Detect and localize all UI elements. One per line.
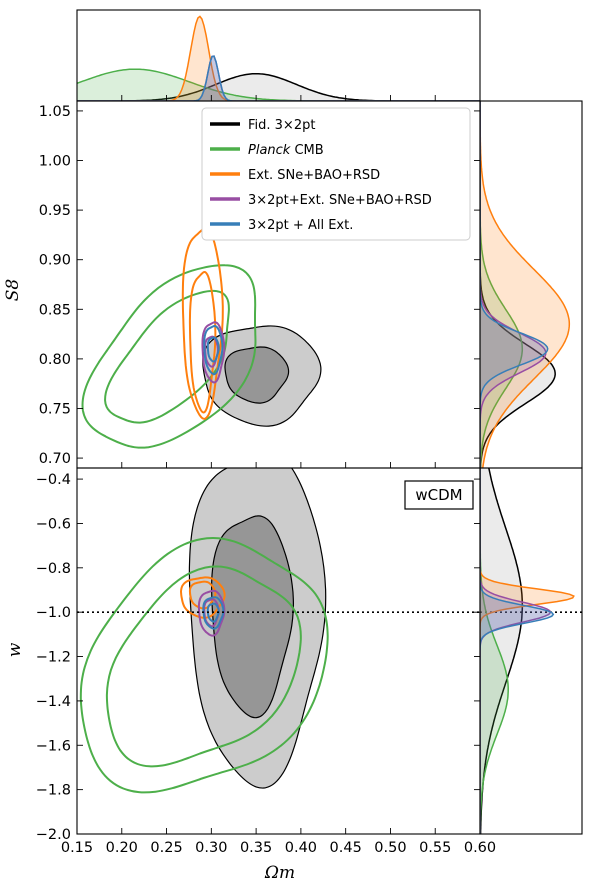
legend: Fid. 3×2pt Planck CMB Ext. SNe+BAO+RSD 3×2p… xyxy=(201,107,471,241)
marginal-fill-ext xyxy=(480,101,570,468)
contour-planck xyxy=(79,537,329,794)
w-marginals xyxy=(480,468,575,834)
y-tick-label-w: −1.0 xyxy=(36,605,71,621)
contour-combo xyxy=(201,321,226,384)
legend-label-all: 3×2pt + All Ext. xyxy=(248,218,353,233)
marginal-ext xyxy=(480,101,571,468)
y-tick-label-s8: 0.80 xyxy=(39,352,71,368)
marginal-planck xyxy=(480,101,524,468)
y-tick-label-w: −0.6 xyxy=(36,516,71,532)
contour-ext xyxy=(179,576,226,619)
s8-marginals xyxy=(480,101,571,468)
y-tick-label-w: −2.0 xyxy=(36,827,71,843)
legend-box xyxy=(201,107,471,241)
y-tick-label-s8: 0.70 xyxy=(39,451,71,467)
x-tick-label: 0.60 xyxy=(464,840,496,856)
wcdm-annotation: wCDM xyxy=(404,480,474,510)
y-tick-label-s8: 0.90 xyxy=(39,253,71,269)
marginal-fill-planck xyxy=(480,468,509,834)
y-tick-label-s8: 0.75 xyxy=(39,401,71,417)
x-tick-label: 0.45 xyxy=(330,840,362,856)
x-tick-label: 0.20 xyxy=(106,840,138,856)
y-axis-label-w: w xyxy=(5,642,25,657)
y-tick-label-s8: 0.95 xyxy=(39,203,71,219)
legend-label-ext: Ext. SNe+BAO+RSD xyxy=(248,168,380,183)
y-tick-label-w: −0.4 xyxy=(36,472,71,488)
y-tick-label-w: −1.8 xyxy=(36,783,71,799)
x-tick-label: 0.35 xyxy=(240,840,272,856)
marginal-fill-planck xyxy=(77,69,480,101)
x-tick-label: 0.25 xyxy=(150,840,182,856)
y-axis-label-s8: S8 xyxy=(3,279,23,302)
wcdm-box xyxy=(404,480,474,510)
marginal-planck xyxy=(480,468,509,834)
s8-contours xyxy=(81,227,322,449)
x-tick-label: 0.30 xyxy=(195,840,227,856)
contour-all xyxy=(206,336,220,363)
legend-label-combo: 3×2pt+Ext. SNe+BAO+RSD xyxy=(248,193,432,208)
x-tick-label: 0.55 xyxy=(419,840,451,856)
marginal-fill-fid xyxy=(77,73,480,101)
axes: 0.15 0.20 0.25 0.30 0.35 0.40 0.45 0.50 0.55 0.60… xyxy=(36,95,496,856)
legend-label-planck: Planck CMB xyxy=(248,143,324,158)
wcdm-label: wCDM xyxy=(415,486,462,504)
y-tick-label-w: −0.8 xyxy=(36,561,71,577)
y-tick-label-w: −1.6 xyxy=(36,738,71,754)
omega-m-marginals xyxy=(77,15,480,101)
y-tick-label-s8: 1.05 xyxy=(39,104,71,120)
contour-all xyxy=(203,324,224,376)
x-axis-label: Ωm xyxy=(264,863,295,883)
contour-planck xyxy=(81,264,257,449)
x-tick-label: 0.40 xyxy=(285,840,317,856)
x-tick-label: 0.50 xyxy=(374,840,406,856)
y-tick-label-s8: 0.85 xyxy=(39,302,71,318)
x-tick-label: 0.15 xyxy=(61,840,93,856)
w-contours xyxy=(79,468,329,794)
contour-combo xyxy=(197,589,226,637)
contour-fid xyxy=(224,346,290,404)
legend-label-fid: Fid. 3×2pt xyxy=(248,118,315,133)
panels xyxy=(77,15,582,834)
w-marginal-panel xyxy=(479,467,583,835)
marginal-fill-fid xyxy=(480,468,523,834)
marginal-planck xyxy=(77,68,480,101)
contour-ext xyxy=(188,271,217,414)
y-tick-label-w: −1.4 xyxy=(36,694,71,710)
y-tick-label-s8: 1.00 xyxy=(39,154,71,170)
y-tick-label-w: −1.2 xyxy=(36,650,71,666)
